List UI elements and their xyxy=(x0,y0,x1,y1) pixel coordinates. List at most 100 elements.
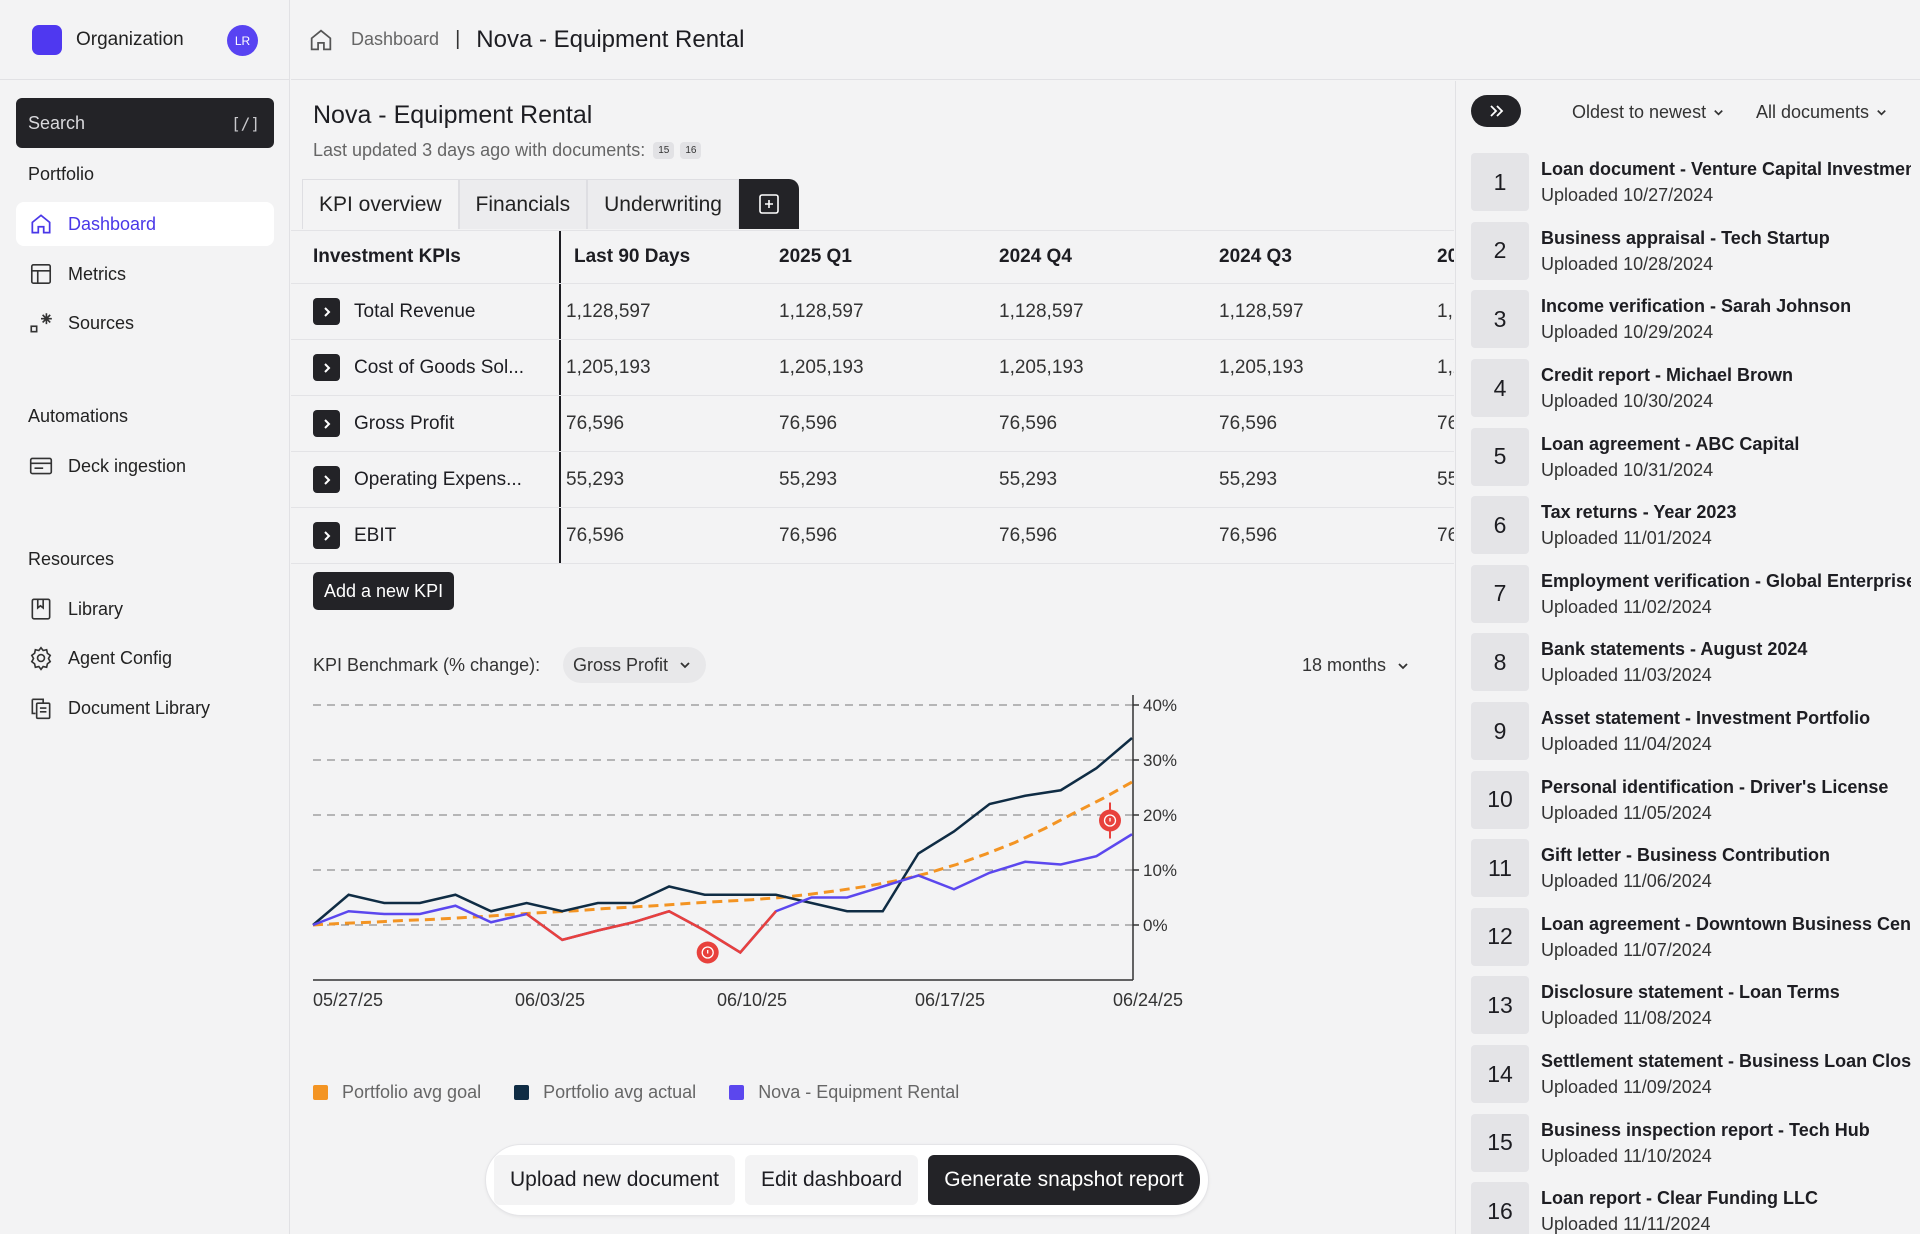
tab-kpi-overview[interactable]: KPI overview xyxy=(302,179,459,229)
doc-chip-15[interactable]: 15 xyxy=(653,142,675,159)
kpi-row-label[interactable]: Operating Expens... xyxy=(313,466,522,493)
document-list-item[interactable]: 3 Income verification - Sarah Johnson Uplo… xyxy=(1471,285,1920,354)
document-info: Tax returns - Year 2023 Uploaded 11/01/20… xyxy=(1541,499,1911,551)
search-input[interactable]: Search [/] xyxy=(16,98,274,148)
add-tab-button[interactable] xyxy=(738,179,799,229)
document-info: Business appraisal - Tech Startup Uploade… xyxy=(1541,225,1911,277)
document-title: Loan report - Clear Funding LLC xyxy=(1541,1188,1818,1209)
kpi-name: Operating Expens... xyxy=(354,468,522,490)
filter-select[interactable]: All documents xyxy=(1756,102,1888,123)
doc-chip-16[interactable]: 16 xyxy=(680,142,702,159)
sidebar-item-dashboard[interactable]: Dashboard xyxy=(16,202,274,246)
document-list-item[interactable]: 1 Loan document - Venture Capital Investm… xyxy=(1471,148,1920,217)
document-list-item[interactable]: 2 Business appraisal - Tech Startup Upload… xyxy=(1471,217,1920,286)
document-date: Uploaded 10/31/2024 xyxy=(1541,459,1714,480)
document-list-item[interactable]: 12 Loan agreement - Downtown Business Cen… xyxy=(1471,903,1920,972)
range-select[interactable]: 18 months xyxy=(1302,655,1410,676)
document-list-item[interactable]: 16 Loan report - Clear Funding LLC Uploade… xyxy=(1471,1177,1920,1234)
benchmark-kpi-select[interactable]: Gross Profit xyxy=(563,647,707,683)
sidebar-item-deck-ingestion[interactable]: Deck ingestion xyxy=(16,444,274,488)
home-icon[interactable] xyxy=(307,26,335,54)
document-number: 8 xyxy=(1471,633,1529,692)
y-tick-label: 40% xyxy=(1143,696,1177,715)
document-info: Disclosure statement - Loan Terms Uploade… xyxy=(1541,979,1911,1031)
y-tick-label: 10% xyxy=(1143,861,1177,880)
series-line-nova xyxy=(312,833,1133,955)
alert-icon xyxy=(1103,814,1117,827)
sidebar-item-label: Document Library xyxy=(68,697,211,718)
breadcrumb-separator: | xyxy=(455,28,461,50)
sidebar-item-library[interactable]: Library xyxy=(16,587,274,631)
kpi-value-cell: 1,205,193 xyxy=(1219,356,1304,378)
document-number: 14 xyxy=(1471,1045,1529,1104)
sort-select[interactable]: Oldest to newest xyxy=(1572,102,1725,123)
document-list-item[interactable]: 9 Asset statement - Investment Portfolio U… xyxy=(1471,697,1920,766)
sidebar-item-document-library[interactable]: Document Library xyxy=(16,686,274,730)
document-date: Uploaded 11/06/2024 xyxy=(1541,871,1712,892)
expand-row-button[interactable] xyxy=(313,410,340,437)
sidebar-item-agent-config[interactable]: Agent Config xyxy=(16,636,274,680)
series-line-actual xyxy=(312,737,1133,926)
document-date: Uploaded 11/10/2024 xyxy=(1541,1145,1712,1166)
document-list-item[interactable]: 7 Employment verification - Global Enterp… xyxy=(1471,560,1920,629)
document-list-item[interactable]: 5 Loan agreement - ABC Capital Uploaded 10… xyxy=(1471,422,1920,491)
section-label-automations: Automations xyxy=(28,406,129,426)
table-row: Gross Profit 76,596 76,596 76,596 76,596 76 xyxy=(291,396,1454,452)
document-list-item[interactable]: 8 Bank statements - August 2024 Uploaded 1… xyxy=(1471,628,1920,697)
add-kpi-button[interactable]: Add a new KPI xyxy=(313,572,455,610)
kpi-table: Investment KPIs Last 90 Days 2025 Q1 202… xyxy=(291,230,1454,564)
upload-document-button[interactable]: Upload new document xyxy=(494,1155,735,1205)
page-title: Nova - Equipment Rental xyxy=(313,101,593,129)
kpi-value-cell: 1,128,597 xyxy=(999,300,1084,322)
table-row: EBIT 76,596 76,596 76,596 76,596 76 xyxy=(291,508,1454,564)
expand-row-button[interactable] xyxy=(313,522,340,549)
tab-underwriting[interactable]: Underwriting xyxy=(587,179,739,229)
legend-swatch xyxy=(514,1085,530,1100)
document-number: 10 xyxy=(1471,770,1529,829)
kpi-value-cell: 76,596 xyxy=(999,412,1058,434)
kpi-row-label[interactable]: Gross Profit xyxy=(313,410,454,437)
document-info: Gift letter - Business Contribution Uploa… xyxy=(1541,842,1911,894)
document-info: Asset statement - Investment Portfolio Up… xyxy=(1541,705,1911,757)
document-list-item[interactable]: 15 Business inspection report - Tech Hub U… xyxy=(1471,1108,1920,1177)
kpi-row-label[interactable]: Total Revenue xyxy=(313,298,475,325)
expand-row-button[interactable] xyxy=(313,354,340,381)
kpi-value-cell: 1,128,597 xyxy=(566,300,651,322)
document-list-item[interactable]: 6 Tax returns - Year 2023 Uploaded 11/01/2… xyxy=(1471,491,1920,560)
kpi-row-label[interactable]: EBIT xyxy=(313,522,396,549)
sidebar-item-sources[interactable]: Sources xyxy=(16,301,274,345)
breadcrumb-parent[interactable]: Dashboard xyxy=(351,29,440,49)
document-date: Uploaded 10/27/2024 xyxy=(1541,185,1714,206)
kpi-value-cell: 1,1 xyxy=(1437,300,1454,322)
chevron-down-icon xyxy=(1398,662,1408,669)
document-title: Disclosure statement - Loan Terms xyxy=(1541,982,1840,1003)
document-title: Asset statement - Investment Portfolio xyxy=(1541,708,1871,729)
document-list-item[interactable]: 13 Disclosure statement - Loan Terms Uploa… xyxy=(1471,971,1920,1040)
alert-icon xyxy=(701,946,714,959)
tab-financials[interactable]: Financials xyxy=(458,179,588,229)
collapse-panel-button[interactable] xyxy=(1471,95,1521,127)
avatar[interactable]: LR xyxy=(227,25,258,56)
legend-swatch xyxy=(729,1085,745,1100)
document-list-item[interactable]: 14 Settlement statement - Business Loan C… xyxy=(1471,1040,1920,1109)
breadcrumb: Dashboard | Nova - Equipment Rental xyxy=(291,0,1920,80)
document-list-item[interactable]: 4 Credit report - Michael Brown Uploaded 1… xyxy=(1471,354,1920,423)
bookmark-icon xyxy=(31,598,51,620)
document-number: 11 xyxy=(1471,839,1529,898)
table-row: Operating Expens... 55,293 55,293 55,293 55,… xyxy=(291,452,1454,508)
expand-row-button[interactable] xyxy=(313,466,340,493)
kpi-value-cell: 55,293 xyxy=(999,468,1058,490)
edit-dashboard-button[interactable]: Edit dashboard xyxy=(744,1155,919,1205)
document-list-item[interactable]: 11 Gift letter - Business Contribution Upl… xyxy=(1471,834,1920,903)
document-date: Uploaded 11/03/2024 xyxy=(1541,665,1712,686)
sidebar-item-metrics[interactable]: Metrics xyxy=(16,252,274,296)
kpi-row-label[interactable]: Cost of Goods Sol... xyxy=(313,354,524,381)
document-date: Uploaded 10/30/2024 xyxy=(1541,391,1714,412)
y-tick-label: 0% xyxy=(1143,916,1168,935)
expand-row-button[interactable] xyxy=(313,298,340,325)
legend-item-goal: Portfolio avg goal xyxy=(313,1082,481,1103)
document-list-item[interactable]: 10 Personal identification - Driver's Lic… xyxy=(1471,765,1920,834)
org-switcher[interactable]: Organization LR xyxy=(0,0,290,80)
y-tick-label: 20% xyxy=(1143,806,1177,825)
generate-report-button[interactable]: Generate snapshot report xyxy=(928,1155,1200,1205)
